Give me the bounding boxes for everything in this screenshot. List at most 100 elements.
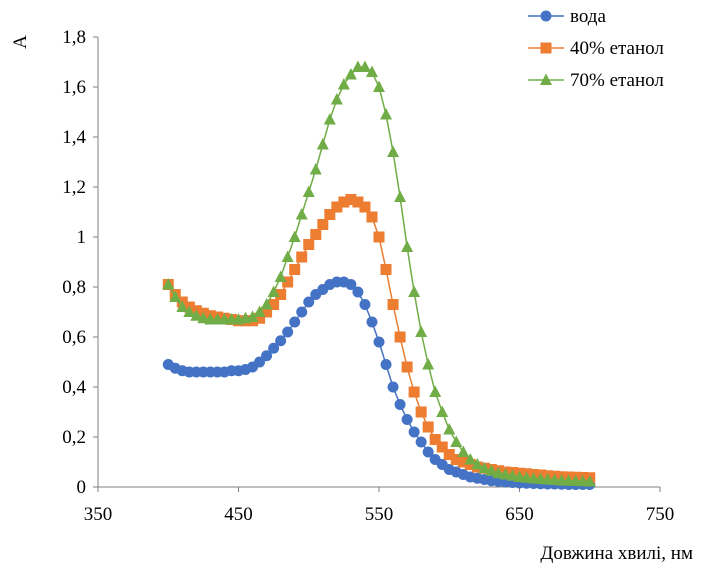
data-point [478,461,491,474]
x-tick-label: 750 [646,504,675,525]
data-point [302,185,315,197]
data-point [295,208,308,220]
data-point [450,435,463,447]
x-tick-label: 350 [84,504,113,525]
data-point [436,441,448,453]
data-point [261,306,273,318]
data-point [366,211,378,223]
plot-area [162,60,596,490]
data-point [422,358,435,370]
data-point [289,316,301,328]
data-point [387,299,399,310]
data-point [415,325,428,337]
legend-item: 40% етанол [528,38,664,59]
data-point [373,80,385,92]
data-point [268,342,280,354]
data-point [254,356,266,368]
data-point [366,316,378,328]
legend-item: 70% етанол [528,70,664,91]
x-tick-label: 550 [365,504,394,525]
data-point [330,93,343,105]
data-point [443,449,455,460]
data-point [183,305,196,317]
legend-marker [540,10,552,22]
data-point [365,65,378,77]
data-point [387,381,399,393]
data-point [401,361,413,373]
data-point [190,309,203,321]
data-point [359,299,371,310]
data-point [443,423,456,435]
data-point [310,229,322,240]
data-point [282,276,294,288]
data-point [394,331,406,343]
data-point [380,108,393,120]
data-point [373,336,385,348]
data-point [303,239,315,250]
data-point [436,405,449,417]
series-1 [162,276,596,490]
data-point [429,434,441,445]
tick-labels: 0 0,2 0,4 0,6 0,8 1 1,2 1,4 1,6 1,8 350 450 550 650 75… [62,27,674,525]
legend-label: 70% етанол [570,70,664,91]
data-point [282,326,294,338]
y-tick-label: 0,4 [62,377,86,398]
data-point [246,310,259,322]
data-point [268,299,280,310]
data-point [373,231,385,243]
legend-label: вода [570,6,606,27]
y-tick-label: 1,2 [62,177,86,198]
axes [93,36,661,492]
data-point [457,445,470,457]
data-point [275,289,287,300]
series-line [167,281,590,486]
data-point [352,286,364,298]
data-point [296,306,308,318]
data-point [274,270,287,282]
data-point [380,359,392,370]
data-point [401,414,413,425]
data-point [289,264,301,275]
data-point [345,279,357,290]
data-point [323,113,336,125]
data-point [337,78,350,90]
data-point [253,305,266,317]
data-point [464,453,477,465]
data-point [338,196,350,208]
data-point [303,296,315,308]
data-point [387,145,400,157]
data-point [324,209,336,220]
data-point [169,290,182,302]
data-point [352,196,364,208]
legend-marker [540,73,552,85]
data-point [260,298,273,310]
data-point [358,60,371,72]
y-axis-label: А [10,35,31,49]
data-point [408,386,420,398]
y-tick-label: 0,2 [62,427,86,448]
data-point [485,464,498,476]
y-tick-label: 0,6 [62,327,86,348]
data-point [344,68,357,80]
data-point [415,406,427,418]
data-point [331,201,343,213]
data-point [408,426,420,438]
y-tick-label: 1 [77,227,87,248]
data-point [359,201,371,213]
x-tick-label: 650 [505,504,534,525]
data-point [267,285,280,297]
data-point [471,458,484,470]
x-tick-label: 450 [224,504,253,525]
data-point [275,335,287,347]
legend-label: 40% етанол [570,38,664,59]
data-point [176,300,189,312]
data-point [309,163,322,175]
data-point [162,278,175,290]
y-tick-label: 0 [77,477,87,498]
y-tick-label: 0,8 [62,277,86,298]
data-point [415,436,427,448]
data-point [492,466,505,479]
y-tick-label: 1,6 [62,77,86,98]
data-point [450,454,462,465]
